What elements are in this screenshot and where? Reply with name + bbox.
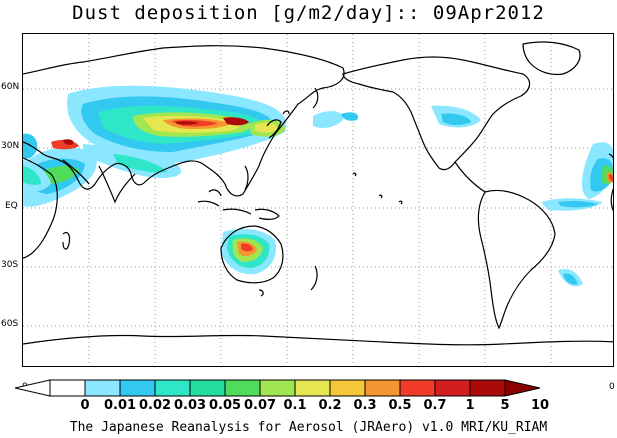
- colorbar-cell: [329, 379, 366, 397]
- colorbar-label: 0.3: [353, 398, 377, 413]
- colorbar-cell: [259, 379, 296, 397]
- credit-line: The Japanese Reanalysis for Aerosol (JRA…: [69, 420, 548, 435]
- colorbar-cell: [154, 379, 191, 397]
- colorbar-label: 0.02: [138, 398, 172, 413]
- colorbar-label: 5: [500, 398, 510, 413]
- gridlines: [23, 34, 613, 366]
- colorbar-cell: [364, 379, 401, 397]
- colorbar-label: 0.1: [283, 398, 307, 413]
- axis-zero-right: 0: [609, 382, 615, 392]
- colorbar-label: 0.01: [103, 398, 137, 413]
- lat-label-30n: 30N: [1, 141, 20, 151]
- map-canvas: [23, 34, 613, 366]
- colorbar-cell: [399, 379, 436, 397]
- lat-label-eq: EQ: [5, 201, 18, 211]
- colorbar-label: 0.2: [318, 398, 342, 413]
- dust-plumes: [23, 85, 613, 287]
- colorbar-cell: [84, 379, 121, 397]
- map-title: Dust deposition [g/m2/day]:: 09Apr2012: [72, 2, 545, 24]
- coastlines: [23, 41, 613, 346]
- lat-label-60s: 60S: [1, 319, 19, 329]
- colorbar-cell: [434, 379, 471, 397]
- colorbar-right-arrow: [504, 379, 541, 397]
- colorbar-label: 0.05: [208, 398, 242, 413]
- colorbar-label: 0: [80, 398, 90, 413]
- colorbar-label: 0.07: [243, 398, 277, 413]
- lat-label-60n: 60N: [1, 82, 20, 92]
- colorbar-label: 0.03: [173, 398, 207, 413]
- colorbar-cell: [119, 379, 156, 397]
- colorbar-cell: [469, 379, 506, 397]
- colorbar-label: 0.5: [388, 398, 412, 413]
- lat-label-30s: 30S: [1, 260, 19, 270]
- world-map: [22, 33, 614, 367]
- colorbar-left-arrow: [14, 379, 51, 397]
- colorbar-cell: [189, 379, 226, 397]
- colorbar-label: 0.7: [423, 398, 447, 413]
- colorbar-label: 10: [530, 398, 550, 413]
- colorbar-cell: [224, 379, 261, 397]
- colorbar: [14, 379, 541, 397]
- colorbar-cell: [49, 379, 86, 397]
- colorbar-cell: [294, 379, 331, 397]
- colorbar-label: 1: [465, 398, 475, 413]
